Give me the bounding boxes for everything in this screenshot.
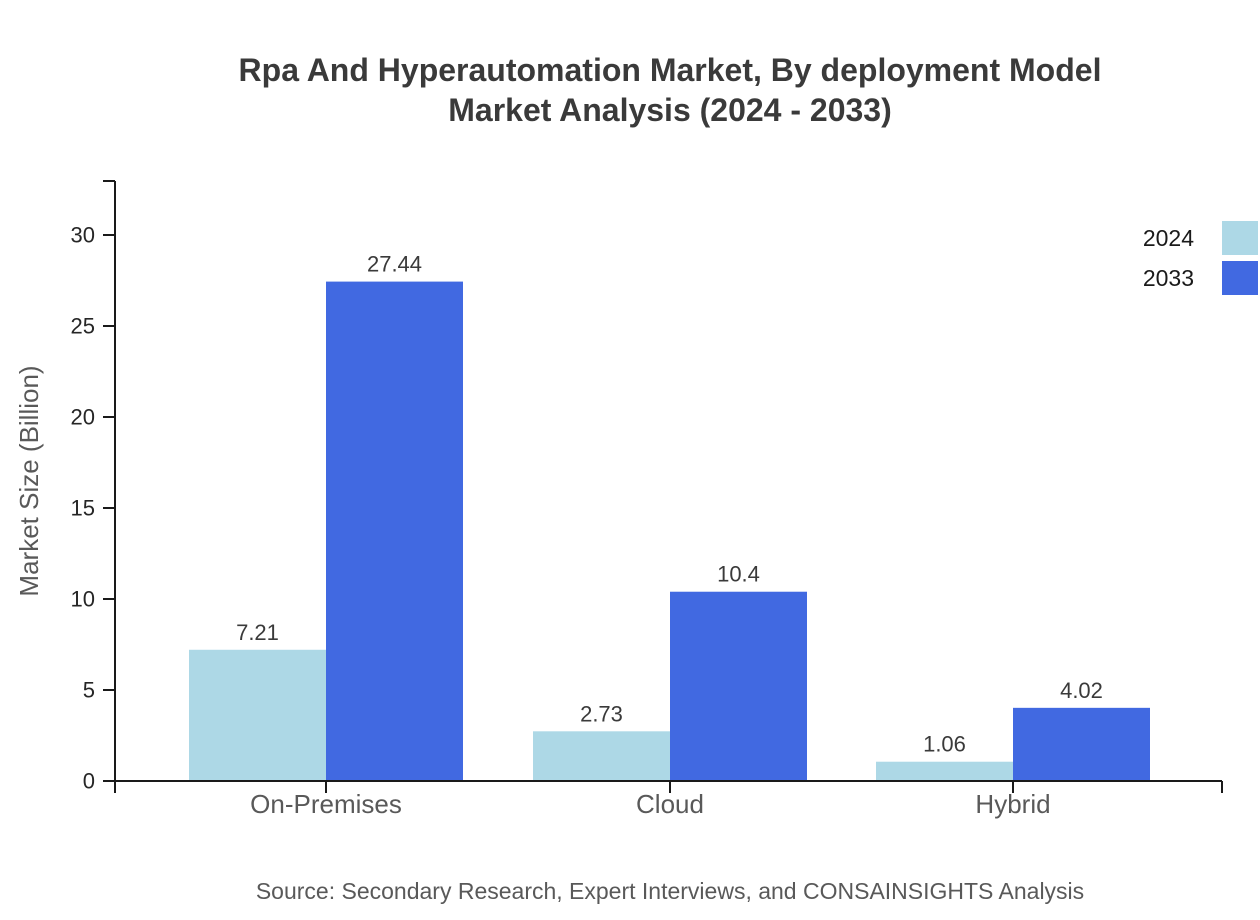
bar-value-label: 10.4 xyxy=(717,562,760,587)
x-tick-label: On-Premises xyxy=(250,789,402,819)
legend-label-2033: 2033 xyxy=(1142,264,1194,291)
legend-row-2033: 2033 xyxy=(1143,258,1258,298)
x-tick-label: Cloud xyxy=(636,789,704,819)
bar-value-label: 27.44 xyxy=(367,252,422,277)
bar-2033-hybrid xyxy=(1013,707,1150,781)
y-tick-label: 0 xyxy=(83,769,95,794)
legend-swatch-2024 xyxy=(1222,221,1258,255)
y-tick-label: 20 xyxy=(71,405,95,430)
bar-value-label: 2.73 xyxy=(580,701,623,726)
bar-value-label: 4.02 xyxy=(1060,678,1103,703)
y-tick-label: 10 xyxy=(71,587,95,612)
chart-title-line1: Rpa And Hyperautomation Market, By deplo… xyxy=(238,52,1102,88)
bar-2033-cloud xyxy=(670,591,807,781)
legend-swatch-2033 xyxy=(1222,261,1258,295)
bar-2024-on-premises xyxy=(189,649,326,781)
bar-2024-hybrid xyxy=(876,761,1013,781)
chart-title: Rpa And Hyperautomation Market, By deplo… xyxy=(80,50,1260,130)
legend: 2024 2033 xyxy=(1143,218,1258,298)
y-axis-title: Market Size (Billion) xyxy=(14,365,44,596)
bar-value-label: 1.06 xyxy=(923,732,966,757)
y-tick-label: 5 xyxy=(83,678,95,703)
legend-row-2024: 2024 xyxy=(1143,218,1258,258)
legend-label-2024: 2024 xyxy=(1142,224,1194,251)
bar-chart-svg: 7.21 27.44 On-Premises 2.73 10.4 Cloud 1.06 4.0… xyxy=(14,180,1223,819)
y-tick-label: 25 xyxy=(71,314,95,339)
bar-value-label: 7.21 xyxy=(236,620,279,645)
chart-title-line2: Market Analysis (2024 - 2033) xyxy=(448,92,892,128)
bar-2033-on-premises xyxy=(326,281,463,781)
bar-2024-cloud xyxy=(533,731,670,781)
source-note: Source: Secondary Research, Expert Inter… xyxy=(255,878,1085,904)
y-tick-label: 15 xyxy=(71,496,95,521)
x-tick-label: Hybrid xyxy=(975,789,1050,819)
y-tick-label: 30 xyxy=(71,223,95,248)
